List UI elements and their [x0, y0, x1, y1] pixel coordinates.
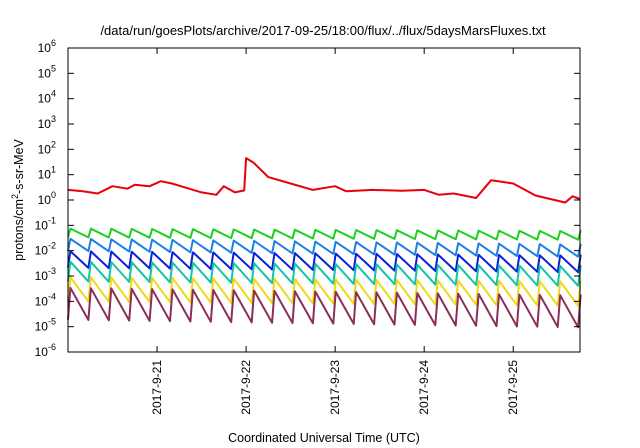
x-axis-ticks: 2017-9-21 2017-9-22 2017-9-23 2017-9-24 2017… [150, 48, 520, 415]
y-tick-label: 106 [38, 38, 56, 55]
y-tick-label: 105 [38, 63, 56, 80]
plot-series [67, 157, 582, 329]
y-tick-label: 103 [38, 114, 56, 131]
x-tick-label: 2017-9-22 [239, 360, 253, 415]
y-tick-label: 10-5 [35, 317, 56, 334]
series-line-4 [67, 250, 582, 274]
series-line-6 [67, 276, 582, 307]
chart-title: /data/run/goesPlots/archive/2017-09-25/1… [100, 23, 546, 38]
y-tick-label: 101 [38, 165, 56, 182]
y-axis-label: protons/cm2-s-sr-MeV [10, 138, 26, 260]
y-tick-label: 10-4 [35, 291, 56, 308]
x-tick-label: 2017-9-21 [150, 360, 164, 415]
y-tick-label: 100 [38, 190, 56, 207]
series-line-2 [67, 227, 582, 241]
y-axis-label-part1: protons/cm [12, 199, 26, 261]
series-line-7 [67, 286, 582, 329]
x-tick-label: 2017-9-25 [506, 360, 520, 415]
y-tick-label: 10-6 [35, 342, 56, 359]
y-tick-label: 10-3 [35, 266, 56, 283]
y-tick-label: 10-2 [35, 241, 56, 258]
series-line-1 [67, 157, 581, 204]
y-axis-label-exponent: 2 [10, 194, 20, 199]
x-tick-label: 2017-9-24 [417, 360, 431, 415]
x-axis-label: Coordinated Universal Time (UTC) [228, 431, 420, 445]
series-line-5 [67, 260, 582, 287]
y-axis-ticks: 10-6 10-5 10-4 10-3 10-2 10-1 100 101 102 103 104 1… [35, 38, 580, 359]
x-tick-label: 2017-9-23 [328, 360, 342, 415]
y-tick-label: 102 [38, 139, 56, 156]
y-tick-label: 10-1 [35, 215, 56, 232]
y-axis-label-part2: -s-sr-MeV [12, 138, 26, 194]
series-line-3 [67, 237, 582, 258]
y-tick-label: 104 [38, 89, 56, 106]
